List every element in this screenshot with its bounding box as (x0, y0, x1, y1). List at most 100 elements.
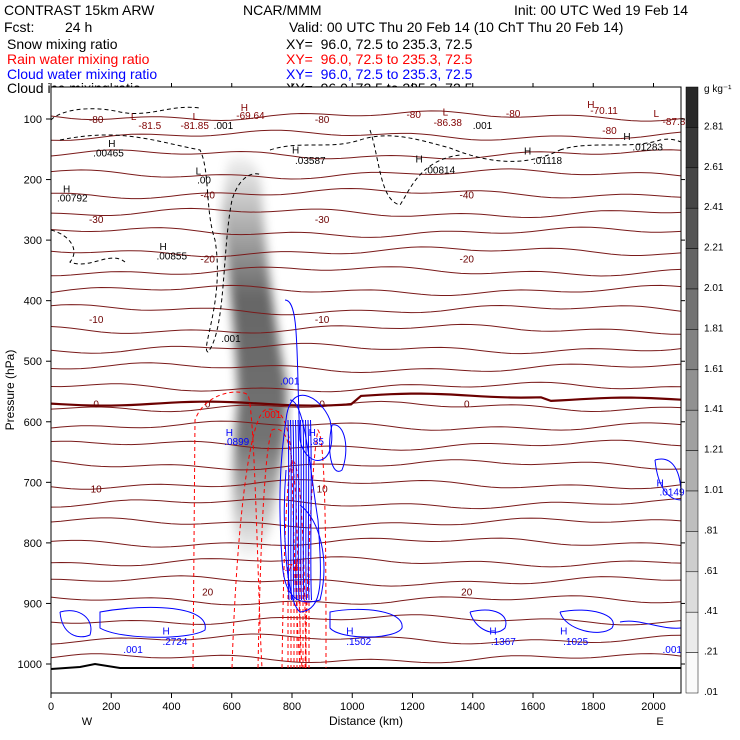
isotherm-line (50, 595, 682, 606)
cloud-water-core (295, 419, 297, 601)
colorbar-swatch (685, 450, 699, 492)
colorbar-label: 1.41 (704, 404, 724, 415)
contour-annotation: -80 (406, 110, 421, 121)
y-tick-label: 300 (24, 235, 42, 247)
contour-annotation: H (292, 145, 299, 156)
isotherm-label: 20 (461, 587, 473, 598)
isotherm-line (50, 614, 682, 626)
y-tick-label: 100 (24, 114, 42, 126)
contour-annotation: .74 (284, 563, 298, 574)
valid-time: Valid: 00 UTC Thu 20 Feb 14 (10 ChT Thu … (289, 19, 624, 35)
cloud-water-contour (283, 399, 321, 613)
isotherm-line (50, 479, 682, 490)
contour-annotation: .2724 (162, 637, 187, 648)
cloud-water-core (307, 419, 310, 601)
y-tick-label: 700 (24, 477, 42, 489)
y-tick-label: 200 (24, 175, 42, 187)
colorbar-swatch (685, 652, 699, 694)
contour-annotation: -70.11 (590, 106, 618, 117)
isotherm-label: 10 (317, 484, 329, 495)
contour-annotation: .001 (473, 121, 493, 132)
isotherm-label: 10 (91, 484, 103, 495)
colorbar-label: 2.21 (704, 243, 724, 254)
rain-contour (304, 428, 327, 669)
rain-contour (192, 391, 263, 669)
colorbar-label: .61 (704, 566, 718, 577)
plot-area: -80 -80 -40 -40 -30 -30 -20 -20 -10 -10 0 0 0 0 10 10 20… (50, 86, 686, 694)
colorbar-label: .41 (704, 606, 718, 617)
y-tick-label: 1000 (18, 659, 42, 671)
terrain-line (50, 662, 681, 670)
contour-annotation: L (131, 112, 137, 123)
contour-annotation: .1025 (563, 637, 588, 648)
isotherm-line (50, 517, 682, 529)
isotherm-line (50, 129, 682, 141)
colorbar-swatch (685, 248, 699, 290)
isotherm-line (50, 168, 682, 180)
field-rain-name: Rain water mixing ratio (7, 51, 150, 67)
contour-annotation: L (654, 109, 660, 120)
contour-annotation: .00792 (57, 194, 88, 205)
axes: 0 200 400 600 800 1000 1200 1400 1600 1800 2000100… (3, 83, 685, 728)
contour-annotation: .0149 (660, 487, 685, 498)
contour-annotation: H (560, 627, 567, 638)
colorbar-swatch (685, 490, 699, 532)
x-tick-label: 600 (223, 701, 241, 713)
contour-annotation: .01118 (533, 156, 563, 167)
colorbar-swatch (685, 167, 699, 209)
contour-annotation: .01283 (632, 142, 663, 153)
y-tick-label: 800 (24, 538, 42, 550)
colorbar-swatch (685, 86, 699, 128)
colorbar-swatch (685, 531, 699, 573)
isotherm-line (50, 284, 682, 296)
contour-annotation: H (159, 242, 166, 253)
contour-annotation: H (226, 428, 233, 439)
colorbar-label: .01 (704, 687, 718, 698)
colorbar-label: 1.81 (704, 323, 724, 334)
cloud-water-contour (619, 620, 682, 629)
contour-annotation: .001 (123, 645, 143, 656)
contour-annotation: .001 (262, 410, 282, 421)
field-snow-xy: XY= 96.0, 72.5 to 235.3, 72.5 (286, 36, 473, 52)
colorbar-swatch (685, 207, 699, 249)
cloud-water-core (287, 419, 290, 601)
plot-frame (50, 86, 682, 694)
zero-isotherm (50, 392, 682, 407)
cloud-ice-contour (269, 135, 561, 162)
field-cloudwater-name: Cloud water mixing ratio (7, 66, 158, 82)
center-label: NCAR/MMM (243, 2, 322, 18)
x-tick-label: 0 (48, 701, 54, 713)
contour-annotation: -80 (602, 126, 617, 137)
isotherm-label: -30 (89, 215, 104, 226)
cloud-water-contour (559, 609, 614, 633)
contour-annotation: H (63, 185, 70, 196)
isotherm-line (50, 537, 682, 548)
x-axis-title: Distance (km) (329, 714, 403, 728)
field-cloudwater-xy: XY= 96.0, 72.5 to 235.3, 72.5 (286, 66, 473, 82)
y-axis-title: Pressure (hPa) (3, 350, 17, 431)
contour-annotation: .00814 (425, 165, 456, 176)
colorbar-swatch (685, 127, 699, 169)
x-tick-label: 800 (283, 701, 301, 713)
colorbar-label: 1.61 (704, 364, 724, 375)
cloud-water-core (310, 419, 312, 601)
isotherm-label: -80 (89, 115, 104, 126)
colorbar-label: 2.61 (704, 162, 724, 173)
colorbar-label: .81 (704, 525, 718, 536)
contour-annotation: .00465 (93, 148, 124, 159)
contour-annotation: .1367 (491, 637, 516, 648)
isotherm-label: 0 (464, 400, 470, 411)
isotherm-line (50, 381, 682, 393)
isotherm-label: 20 (202, 587, 214, 598)
contour-annotation: .00 (197, 176, 211, 187)
colorbar-swatch (685, 329, 699, 371)
cloud-water-core (305, 419, 307, 601)
contour-annotation: H (108, 139, 115, 150)
isotherm-line (50, 439, 682, 451)
x-end-label-west: W (82, 716, 93, 728)
y-tick-label: 400 (24, 296, 42, 308)
cloud-ice-contour (50, 229, 126, 265)
isotherm-label: -10 (315, 315, 330, 326)
cloud-water-contour (99, 606, 206, 638)
isotherm-label: 0 (319, 400, 325, 411)
